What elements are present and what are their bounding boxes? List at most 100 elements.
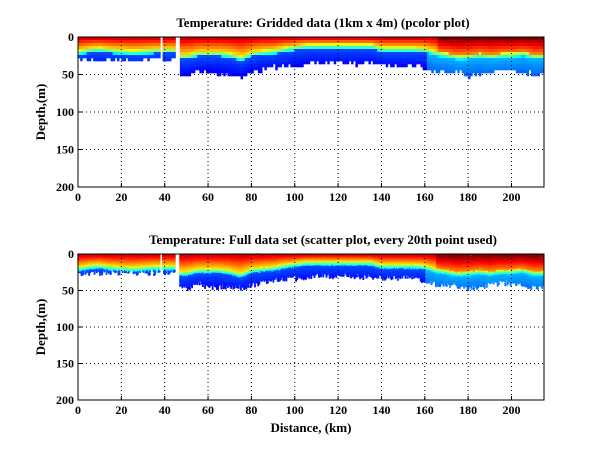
scatter-point bbox=[229, 256, 231, 259]
pcolor-cell bbox=[533, 52, 536, 56]
pcolor-cell bbox=[420, 58, 423, 62]
pcolor-cell bbox=[496, 46, 499, 50]
pcolor-cell bbox=[95, 49, 98, 53]
scatter-point bbox=[199, 255, 202, 258]
scatter-point bbox=[221, 262, 224, 265]
pcolor-cell bbox=[502, 40, 506, 44]
scatter-point bbox=[112, 257, 114, 260]
pcolor-cell bbox=[134, 46, 137, 50]
scatter-point bbox=[109, 263, 112, 265]
scatter-point bbox=[199, 253, 202, 256]
scatter-point bbox=[108, 257, 111, 260]
scatter-point bbox=[104, 263, 107, 266]
pcolor-cell bbox=[530, 67, 534, 71]
pcolor-cell bbox=[348, 52, 352, 56]
pcolor-cell bbox=[169, 46, 172, 50]
scatter-point bbox=[225, 274, 228, 277]
pcolor-cell bbox=[242, 58, 246, 62]
pcolor-cell bbox=[179, 49, 183, 53]
scatter-point bbox=[120, 259, 123, 262]
pcolor-cell bbox=[179, 43, 183, 47]
scatter-point bbox=[192, 279, 195, 282]
scatter-point bbox=[213, 279, 216, 282]
scatter-point bbox=[157, 259, 160, 262]
x-tick-label: 180 bbox=[459, 190, 477, 204]
pcolor-cell bbox=[227, 40, 231, 44]
pcolor-cell bbox=[509, 61, 512, 65]
pcolor-cell bbox=[442, 40, 445, 44]
scatter-point bbox=[189, 273, 191, 276]
scatter-point bbox=[212, 277, 215, 279]
scatter-point bbox=[230, 285, 233, 288]
pcolor-cell bbox=[359, 52, 363, 56]
scatter-point bbox=[90, 257, 93, 260]
scatter-point bbox=[184, 278, 187, 281]
pcolor-cell bbox=[221, 70, 224, 74]
pcolor-cell bbox=[270, 55, 274, 59]
pcolor-cell bbox=[487, 52, 491, 56]
pcolor-cell bbox=[455, 37, 458, 41]
scatter-point bbox=[231, 276, 234, 279]
scatter-point bbox=[179, 270, 182, 273]
scatter-point bbox=[109, 264, 112, 267]
pcolor-cell bbox=[528, 40, 532, 44]
pcolor-cell bbox=[134, 49, 137, 53]
scatter-point bbox=[215, 258, 217, 261]
scatter-point bbox=[81, 269, 84, 272]
pcolor-cell bbox=[225, 64, 228, 68]
scatter-point bbox=[99, 259, 101, 261]
pcolor-cell bbox=[210, 46, 213, 50]
pcolor-cell bbox=[413, 64, 417, 68]
scatter-point bbox=[233, 285, 236, 288]
scatter-point bbox=[79, 255, 82, 257]
scatter-point bbox=[213, 263, 216, 266]
pcolor-cell bbox=[173, 49, 176, 53]
pcolor-cell bbox=[97, 58, 100, 62]
pcolor-cell bbox=[186, 55, 189, 59]
scatter-point bbox=[140, 266, 143, 269]
pcolor-cell bbox=[244, 67, 248, 71]
pcolor-cell bbox=[149, 46, 152, 50]
pcolor-cell bbox=[513, 61, 517, 65]
scatter-point bbox=[135, 266, 138, 269]
scatter-point bbox=[154, 254, 157, 257]
pcolor-cell bbox=[494, 55, 497, 59]
pcolor-cell bbox=[355, 52, 358, 56]
scatter-point bbox=[93, 272, 96, 275]
pcolor-cell bbox=[507, 46, 510, 50]
pcolor-cell bbox=[268, 43, 272, 47]
pcolor-cell bbox=[305, 61, 309, 65]
pcolor-cell bbox=[138, 43, 142, 47]
scatter-point bbox=[220, 272, 223, 275]
scatter-point bbox=[196, 261, 199, 264]
pcolor-cell bbox=[353, 46, 356, 50]
pcolor-cell bbox=[114, 49, 118, 53]
scatter-point bbox=[101, 262, 104, 264]
scatter-point bbox=[186, 287, 189, 290]
scatter-point bbox=[132, 266, 135, 269]
scatter-point bbox=[210, 273, 213, 276]
scatter-point bbox=[203, 266, 205, 269]
pcolor-cell bbox=[502, 49, 506, 53]
pcolor-cell bbox=[535, 43, 538, 47]
scatter-point bbox=[80, 254, 83, 257]
pcolor-cell bbox=[489, 46, 493, 50]
pcolor-cell bbox=[500, 64, 504, 68]
pcolor-cell bbox=[524, 61, 527, 65]
scatter-point bbox=[183, 256, 186, 259]
pcolor-cell bbox=[340, 58, 343, 62]
pcolor-cell bbox=[463, 70, 467, 74]
scatter-point bbox=[115, 253, 118, 256]
pcolor-cell bbox=[260, 70, 263, 74]
pcolor-cell bbox=[342, 37, 345, 41]
pcolor-cell bbox=[491, 37, 495, 41]
pcolor-cell bbox=[151, 49, 155, 53]
scatter-point bbox=[181, 285, 184, 288]
pcolor-cell bbox=[465, 43, 469, 47]
pcolor-cell bbox=[377, 61, 380, 65]
scatter-point bbox=[215, 261, 217, 264]
scatter-point bbox=[120, 255, 123, 258]
pcolor-cell bbox=[249, 61, 252, 65]
pcolor-cell bbox=[481, 55, 484, 59]
scatter-point bbox=[226, 285, 229, 287]
